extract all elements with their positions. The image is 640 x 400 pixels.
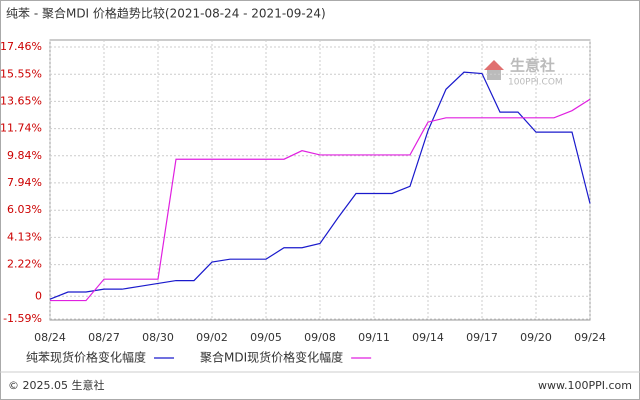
x-tick-label: 09/17	[466, 331, 498, 344]
x-tick-label: 09/14	[412, 331, 444, 344]
watermark-name: 生意社	[510, 57, 555, 75]
x-tick-label: 08/27	[88, 331, 120, 344]
x-tick-label: 09/02	[196, 331, 228, 344]
y-tick-label: 6.03%	[7, 203, 42, 216]
x-tick-label: 08/30	[142, 331, 174, 344]
logo	[484, 60, 504, 70]
x-tick-label: 08/24	[34, 331, 66, 344]
y-tick-label: -1.59%	[3, 312, 42, 325]
x-tick-label: 09/08	[304, 331, 336, 344]
chart-title: 纯苯 - 聚合MDI 价格趋势比较(2021-08-24 - 2021-09-2…	[6, 6, 326, 21]
x-tick-label: 09/11	[358, 331, 390, 344]
footer-left: © 2025.05 生意社	[8, 378, 104, 392]
logo	[487, 70, 501, 80]
series-line	[50, 98, 591, 302]
watermark-site: 100PPI.COM	[508, 78, 563, 88]
y-tick-label: 11.74%	[0, 122, 42, 135]
y-tick-label: 13.65%	[0, 94, 42, 107]
legend-label: 纯苯现货价格变化幅度	[26, 350, 146, 365]
x-tick-label: 09/20	[520, 331, 552, 344]
series-line	[49, 71, 591, 300]
y-tick-label: 4.13%	[7, 230, 42, 243]
y-tick-label: 17.46%	[0, 40, 42, 53]
watermark: 生意社 100PPI.COM	[484, 57, 563, 88]
y-tick-label: 7.94%	[7, 176, 42, 189]
y-tick-label: 0	[35, 289, 42, 302]
y-tick-label: 15.55%	[0, 67, 42, 80]
y-tick-label: 2.22%	[7, 258, 42, 271]
y-tick-label: 9.84%	[7, 149, 42, 162]
legend-label: 聚合MDI现货价格变化幅度	[200, 350, 343, 365]
x-tick-label: 09/24	[574, 331, 606, 344]
x-tick-label: 09/05	[250, 331, 282, 344]
footer-right: www.100PPI.com	[538, 379, 632, 392]
